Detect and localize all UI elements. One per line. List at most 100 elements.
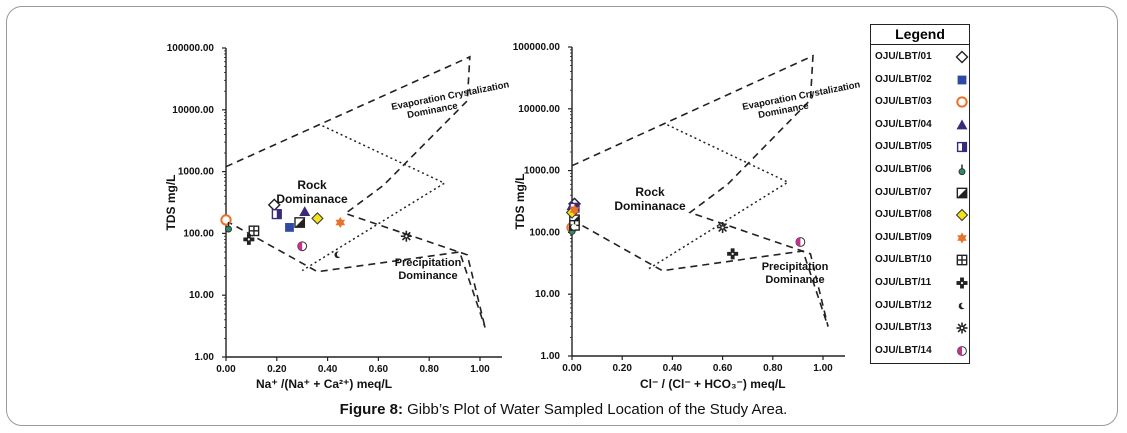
legend-item-label: OJU/LBT/06 bbox=[875, 164, 932, 175]
data-point-oju-lbt-09 bbox=[569, 204, 580, 216]
region-rock-line2: Dominanace bbox=[614, 199, 686, 213]
legend-marker-half-circle bbox=[957, 345, 967, 356]
y-tick-label: 100000.00 bbox=[513, 42, 561, 53]
data-point-oju-lbt-08 bbox=[311, 212, 324, 225]
legend-item-label: OJU/LBT/13 bbox=[875, 322, 932, 334]
legend-marker-diag-square bbox=[956, 187, 968, 198]
data-point-oju-lbt-10 bbox=[248, 225, 260, 237]
legend-marker-grid-square bbox=[956, 255, 968, 266]
y-tick-label: 1.00 bbox=[195, 352, 215, 363]
region-precipitation-line1: Precipitation bbox=[395, 257, 462, 269]
region-precipitation-line2: Dominance bbox=[765, 274, 824, 286]
region-rock-line2: Dominanace bbox=[276, 192, 348, 206]
data-point-oju-lbt-12 bbox=[568, 224, 577, 231]
legend-marker-square bbox=[957, 75, 967, 84]
legend-marker-drop bbox=[958, 164, 966, 176]
x-tick-label: 0.80 bbox=[763, 363, 783, 374]
y-tick-label: 100000.00 bbox=[167, 43, 215, 54]
region-evaporation: Evaporation CrystalizationDominance bbox=[741, 79, 863, 123]
boundary-lower-curve bbox=[225, 220, 486, 328]
figure-caption-label: Figure 8: bbox=[339, 401, 403, 418]
chart-panel-1: 1.00 10.00 100.00 1000.00 10000.00 100000.00 0… bbox=[164, 43, 512, 391]
y-axis-title: TDS mg/L bbox=[513, 174, 527, 230]
x-tick-label: 0.00 bbox=[216, 364, 236, 375]
inner-divider-curve bbox=[301, 125, 447, 272]
x-tick-label: 0.60 bbox=[369, 364, 389, 375]
y-tick-label: 1000.00 bbox=[524, 166, 561, 177]
inner-divider-curve bbox=[646, 124, 790, 271]
x-tick-label: 0.40 bbox=[318, 364, 338, 375]
chart-panel-2: 1.00 10.00 100.00 1000.00 10000.00 100000.00 0… bbox=[513, 42, 863, 391]
legend-marker-diamond-open bbox=[955, 50, 969, 64]
legend-item-label: OJU/LBT/11 bbox=[875, 277, 932, 288]
y-tick-label: 10.00 bbox=[189, 290, 214, 301]
data-point-oju-lbt-09 bbox=[335, 217, 346, 229]
legend-marker-circle-open bbox=[956, 96, 968, 108]
data-point-oju-lbt-03 bbox=[220, 214, 232, 226]
region-precipitation: Precipitation Dominance bbox=[762, 261, 829, 286]
x-tick-label: 1.00 bbox=[813, 363, 833, 374]
legend-item-label: OJU/LBT/03 bbox=[875, 96, 932, 108]
x-tick-label: 0.00 bbox=[562, 363, 582, 374]
figure-caption-text: Gibb’s Plot of Water Sampled Location of… bbox=[402, 401, 788, 418]
legend-item-label: OJU/LBT/01 bbox=[875, 51, 932, 62]
data-point-oju-lbt-06 bbox=[225, 221, 232, 233]
data-point-oju-lbt-13 bbox=[400, 230, 412, 242]
legend-marker-burst bbox=[956, 322, 968, 334]
y-tick-label: 100.00 bbox=[529, 227, 560, 238]
region-precipitation: Precipitation Dominance bbox=[395, 257, 462, 282]
figure-caption: Figure 8: Gibb’s Plot of Water Sampled L… bbox=[0, 401, 1127, 418]
x-tick-label: 1.00 bbox=[470, 364, 490, 375]
region-evaporation: Evaporation CrystalizationDominance bbox=[390, 79, 512, 123]
legend-marker-star6 bbox=[957, 232, 967, 244]
region-rock-line1: Rock bbox=[635, 185, 665, 199]
data-point-oju-lbt-13 bbox=[717, 222, 729, 234]
legend: Legend OJU/LBT/01 OJU/LBT/02 OJU/LBT/03 OJU… bbox=[870, 24, 970, 364]
region-precipitation-line1: Precipitation bbox=[762, 261, 829, 273]
legend-marker-triangle bbox=[956, 119, 968, 130]
figure-frame bbox=[6, 6, 1118, 426]
legend-item-label: OJU/LBT/14 bbox=[875, 344, 932, 356]
x-axis-title: Cl⁻ / (Cl⁻ + HCO₃⁻) meq/L bbox=[640, 377, 786, 391]
x-tick-label: 0.20 bbox=[612, 363, 632, 374]
boundary-upper-curve bbox=[571, 54, 829, 327]
legend-item-label: OJU/LBT/09 bbox=[875, 231, 932, 243]
legend-item-label: OJU/LBT/02 bbox=[875, 73, 932, 85]
region-rock-line1: Rock bbox=[297, 178, 327, 192]
legend-item-label: OJU/LBT/07 bbox=[875, 186, 932, 198]
data-point-oju-lbt-07 bbox=[294, 217, 306, 228]
data-point-oju-lbt-11 bbox=[727, 248, 739, 260]
legend-item-label: OJU/LBT/05 bbox=[875, 141, 932, 153]
y-tick-label: 1000.00 bbox=[178, 167, 215, 178]
legend-item-label: OJU/LBT/10 bbox=[875, 254, 932, 266]
y-tick-label: 100.00 bbox=[183, 228, 214, 239]
region-rock: Rock Dominanace bbox=[614, 185, 686, 213]
data-point-oju-lbt-14 bbox=[795, 237, 806, 247]
y-tick-label: 10000.00 bbox=[518, 104, 560, 115]
data-point-oju-lbt-11 bbox=[243, 233, 255, 245]
x-tick-label: 0.40 bbox=[663, 363, 683, 374]
data-point-oju-lbt-14 bbox=[297, 241, 308, 252]
data-point-oju-lbt-04 bbox=[299, 206, 311, 217]
legend-title: Legend bbox=[871, 25, 969, 45]
legend-marker-half-square bbox=[956, 142, 968, 153]
legend-marker-diamond bbox=[955, 208, 969, 222]
boundary-upper-curve bbox=[225, 55, 486, 328]
data-point-oju-lbt-12 bbox=[334, 251, 343, 259]
y-axis-title: TDS mg/L bbox=[164, 175, 178, 231]
x-axis-title: Na⁺ /(Na⁺ + Ca²⁺) meq/L bbox=[256, 377, 392, 391]
region-rock: Rock Dominanace bbox=[276, 178, 348, 206]
data-point-oju-lbt-02 bbox=[285, 223, 294, 232]
legend-marker-cross-blob bbox=[956, 277, 968, 289]
y-tick-label: 1.00 bbox=[541, 351, 561, 362]
legend-item-label: OJU/LBT/08 bbox=[875, 209, 932, 221]
x-tick-label: 0.60 bbox=[713, 363, 733, 374]
y-tick-label: 10.00 bbox=[535, 289, 560, 300]
boundary-lower-curve bbox=[571, 219, 829, 327]
region-precipitation-line2: Dominance bbox=[398, 270, 457, 282]
legend-item-label: OJU/LBT/12 bbox=[875, 299, 932, 311]
legend-marker-crescent bbox=[958, 302, 967, 309]
x-tick-label: 0.80 bbox=[419, 364, 439, 375]
data-point-oju-lbt-05 bbox=[271, 209, 282, 220]
